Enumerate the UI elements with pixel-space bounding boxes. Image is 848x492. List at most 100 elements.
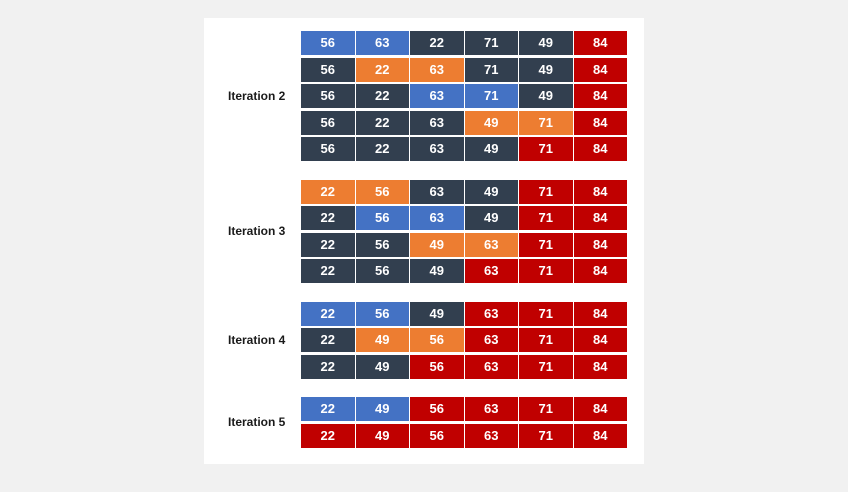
array-cell-orange: 49 bbox=[410, 232, 464, 257]
array-cell-red: 49 bbox=[355, 423, 409, 448]
array-row: 22 49 56 63 71 84 bbox=[301, 354, 628, 379]
array-cell-red: 56 bbox=[410, 354, 464, 379]
array-cell-orange: 63 bbox=[410, 57, 464, 82]
array-cell-dark: 49 bbox=[519, 31, 573, 55]
array-cell-dark: 22 bbox=[301, 206, 355, 230]
array-cell-dark: 22 bbox=[301, 328, 355, 352]
array-cell-red: 71 bbox=[519, 232, 573, 257]
array-cell-dark: 63 bbox=[410, 137, 464, 161]
array-cell-blue: 22 bbox=[301, 397, 355, 421]
array-cell-red: 84 bbox=[573, 397, 627, 421]
array-cell-orange: 49 bbox=[355, 328, 409, 352]
array-cell-dark: 22 bbox=[301, 354, 355, 379]
iteration-label: Iteration 3 bbox=[228, 224, 286, 239]
array-cell-blue: 63 bbox=[410, 206, 464, 230]
array-row: 22 49 56 63 71 84 bbox=[301, 397, 628, 421]
array-cell-dark: 56 bbox=[301, 137, 355, 161]
array-cell-red: 84 bbox=[573, 137, 627, 161]
array-cell-dark: 56 bbox=[301, 110, 355, 135]
array-cell-red: 71 bbox=[519, 328, 573, 352]
array-row: 22 49 56 63 71 84 bbox=[301, 328, 628, 352]
array-cell-red: 84 bbox=[573, 232, 627, 257]
array-cell-orange: 56 bbox=[355, 179, 409, 204]
iteration-label: Iteration 5 bbox=[228, 415, 286, 430]
iteration-label: Iteration 4 bbox=[228, 333, 286, 347]
array-cell-blue: 56 bbox=[301, 31, 355, 55]
array-row: 22 56 49 63 71 84 bbox=[301, 232, 628, 257]
array-cell-dark: 56 bbox=[301, 57, 355, 82]
array-cell-dark: 22 bbox=[301, 259, 355, 283]
array-cell-dark: 22 bbox=[355, 137, 409, 161]
array-cell-red: 84 bbox=[573, 354, 627, 379]
array-cell-red: 84 bbox=[573, 57, 627, 82]
array-row: 22 56 63 49 71 84 bbox=[301, 179, 628, 204]
array-cell-red: 56 bbox=[410, 397, 464, 421]
array-row: 56 63 22 71 49 84 bbox=[301, 31, 628, 55]
array-cell-dark: 49 bbox=[410, 259, 464, 283]
array-cell-red: 71 bbox=[519, 397, 573, 421]
array-cell-dark: 22 bbox=[410, 31, 464, 55]
array-cell-blue: 22 bbox=[301, 301, 355, 326]
array-cell-red: 84 bbox=[573, 328, 627, 352]
array-cell-dark: 63 bbox=[410, 110, 464, 135]
array-cell-red: 63 bbox=[464, 354, 518, 379]
array-cell-red: 71 bbox=[519, 259, 573, 283]
array-cell-red: 63 bbox=[464, 397, 518, 421]
array-cell-dark: 63 bbox=[410, 179, 464, 204]
array-row: 56 22 63 71 49 84 bbox=[301, 57, 628, 82]
array-cell-dark: 22 bbox=[301, 232, 355, 257]
array-cell-blue: 56 bbox=[355, 301, 409, 326]
array-cell-blue: 49 bbox=[355, 397, 409, 421]
array-cell-dark: 56 bbox=[355, 232, 409, 257]
array-cell-blue: 63 bbox=[355, 31, 409, 55]
array-cell-dark: 49 bbox=[355, 354, 409, 379]
array-cell-orange: 22 bbox=[301, 179, 355, 204]
array-cell-red: 22 bbox=[301, 423, 355, 448]
array-row: 56 22 63 49 71 84 bbox=[301, 137, 628, 161]
array-cell-red: 71 bbox=[519, 354, 573, 379]
array-cell-orange: 71 bbox=[519, 110, 573, 135]
array-cell-red: 71 bbox=[519, 206, 573, 230]
array-cell-orange: 63 bbox=[464, 232, 518, 257]
array-row: 22 49 56 63 71 84 bbox=[301, 423, 628, 448]
array-cell-red: 56 bbox=[410, 423, 464, 448]
array-cell-dark: 49 bbox=[464, 137, 518, 161]
array-cell-red: 84 bbox=[573, 301, 627, 326]
array-row: 22 56 49 63 71 84 bbox=[301, 259, 628, 283]
array-cell-red: 84 bbox=[573, 179, 627, 204]
array-cell-dark: 22 bbox=[355, 110, 409, 135]
array-cell-red: 84 bbox=[573, 110, 627, 135]
array-cell-red: 84 bbox=[573, 84, 627, 108]
array-cell-red: 71 bbox=[519, 179, 573, 204]
array-cell-orange: 56 bbox=[410, 328, 464, 352]
array-cell-dark: 56 bbox=[301, 84, 355, 108]
array-cell-dark: 49 bbox=[519, 57, 573, 82]
array-cell-red: 71 bbox=[519, 423, 573, 448]
array-cell-blue: 56 bbox=[355, 206, 409, 230]
array-row: 22 56 63 49 71 84 bbox=[301, 206, 628, 230]
array-cell-dark: 71 bbox=[464, 31, 518, 55]
array-cell-red: 63 bbox=[464, 259, 518, 283]
array-cell-dark: 56 bbox=[355, 259, 409, 283]
array-cell-red: 71 bbox=[519, 301, 573, 326]
array-cell-red: 71 bbox=[519, 137, 573, 161]
array-cell-red: 63 bbox=[464, 328, 518, 352]
array-cell-red: 63 bbox=[464, 301, 518, 326]
array-cell-blue: 71 bbox=[464, 84, 518, 108]
array-cell-blue: 63 bbox=[410, 84, 464, 108]
array-row: 56 22 63 71 49 84 bbox=[301, 84, 628, 108]
array-cell-red: 84 bbox=[573, 206, 627, 230]
array-cell-red: 63 bbox=[464, 423, 518, 448]
array-cell-dark: 49 bbox=[464, 206, 518, 230]
array-cell-dark: 49 bbox=[464, 179, 518, 204]
array-cell-dark: 22 bbox=[355, 84, 409, 108]
array-cell-orange: 22 bbox=[355, 57, 409, 82]
array-cell-orange: 49 bbox=[464, 110, 518, 135]
array-row: 56 22 63 49 71 84 bbox=[301, 110, 628, 135]
iteration-label: Iteration 2 bbox=[228, 89, 286, 103]
array-row: 22 56 49 63 71 84 bbox=[301, 301, 628, 326]
array-cell-red: 84 bbox=[573, 259, 627, 283]
array-cell-red: 84 bbox=[573, 31, 627, 55]
array-cell-dark: 71 bbox=[464, 57, 518, 82]
array-cell-red: 84 bbox=[573, 423, 627, 448]
